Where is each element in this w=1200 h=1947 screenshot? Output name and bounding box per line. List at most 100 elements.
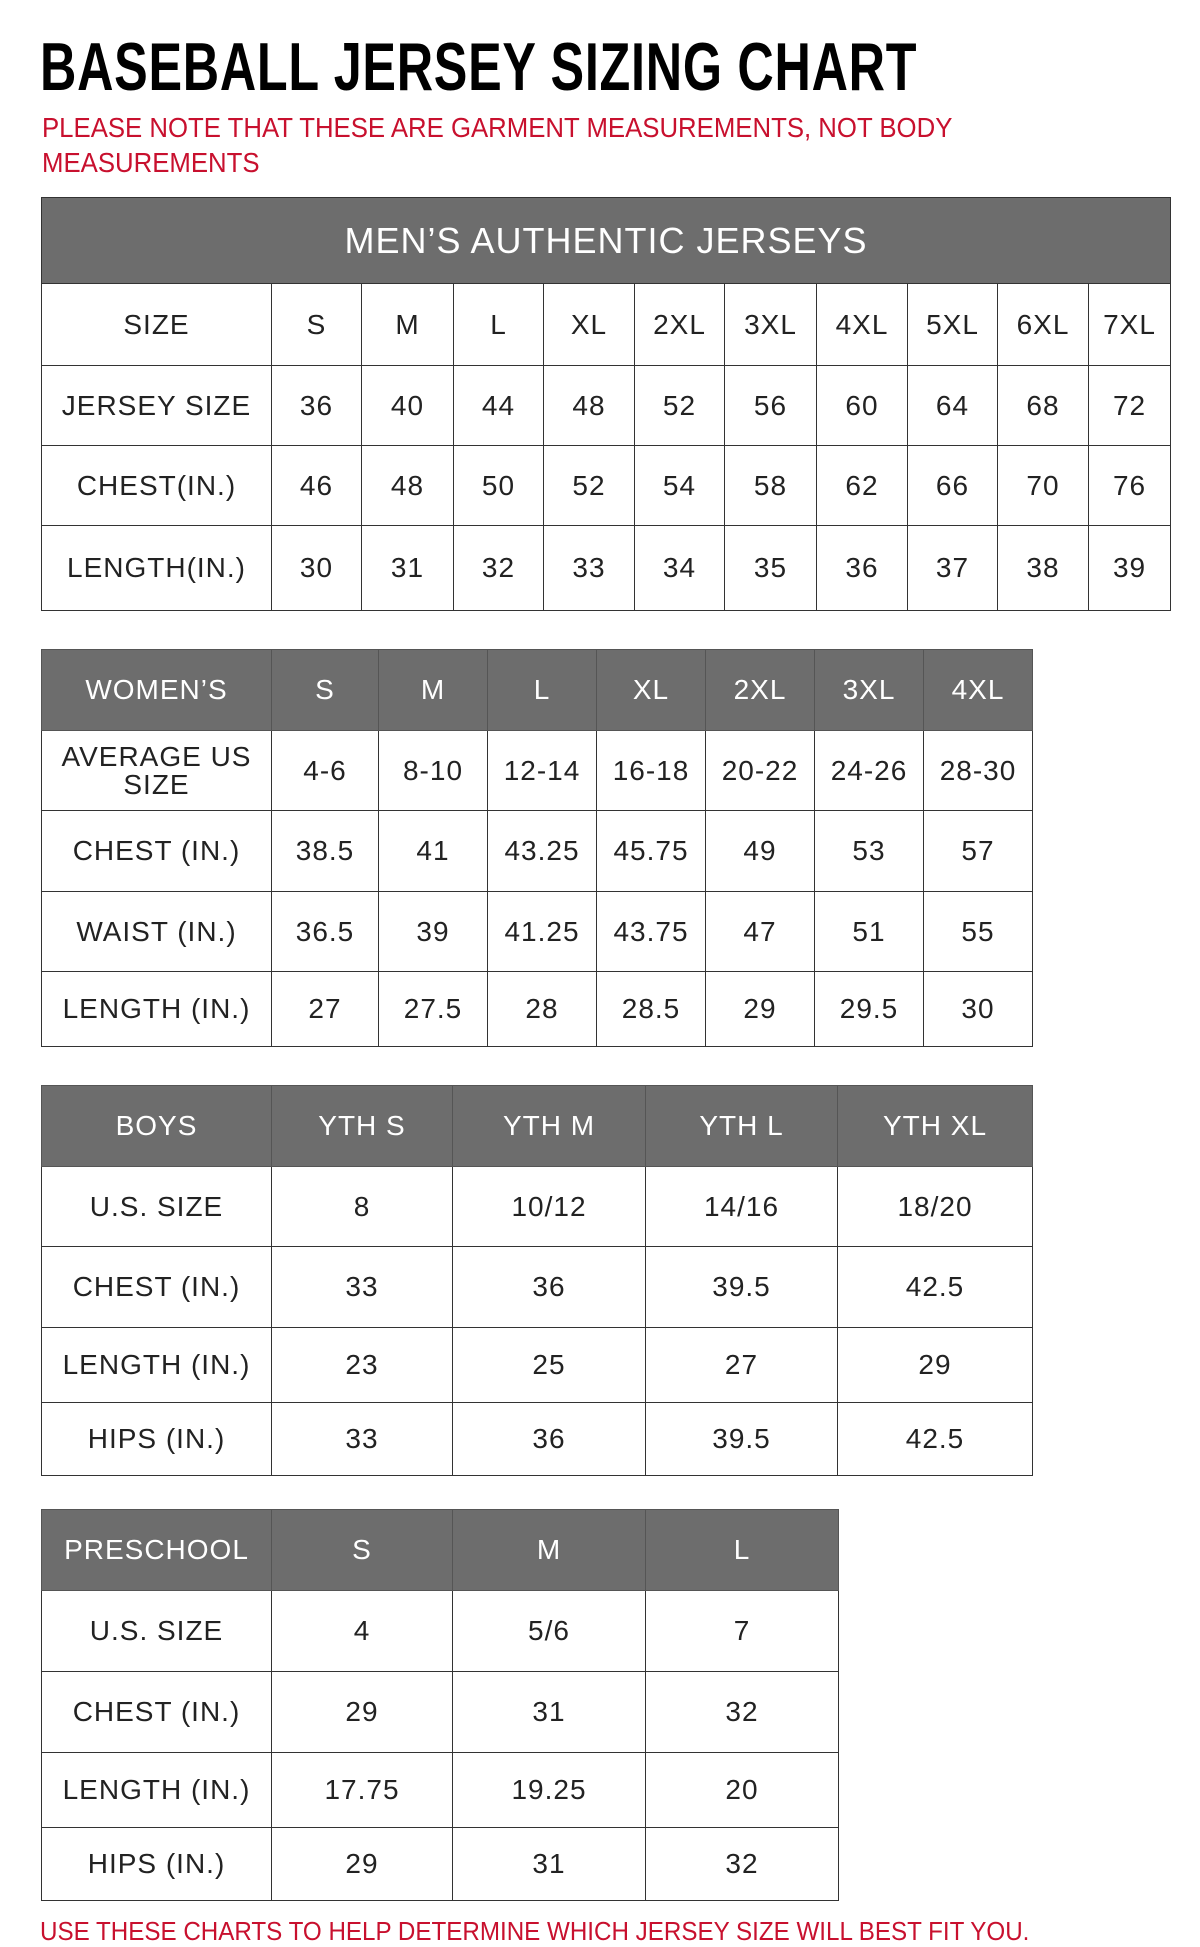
table-cell: 30 <box>271 525 362 611</box>
table-cell: 54 <box>634 445 725 526</box>
row-label: CHEST (IN.) <box>41 810 272 892</box>
table-cell: 52 <box>634 365 725 446</box>
womens-size-table: WOMEN’S S M L XL 2XL 3XL 4XL AVERAGE US SIZE 4-6 8… <box>41 649 1033 1047</box>
table-cell: 27 <box>271 971 379 1047</box>
table-row: CHEST (IN.) 33 36 39.5 42.5 <box>41 1246 1033 1328</box>
table-cell: 25 <box>452 1327 646 1403</box>
table-cell: 64 <box>907 365 998 446</box>
row-label: HIPS (IN.) <box>41 1402 272 1476</box>
size-header-cell: 2XL <box>634 283 725 366</box>
table-cell: 28.5 <box>596 971 706 1047</box>
table-cell: 40 <box>361 365 454 446</box>
row-label: LENGTH (IN.) <box>41 1752 272 1828</box>
size-header-cell: 7XL <box>1087 283 1172 366</box>
table-cell: 36 <box>271 365 362 446</box>
size-header-cell: L <box>645 1509 839 1591</box>
table-cell: 12-14 <box>487 730 597 811</box>
size-header-cell: S <box>271 649 379 731</box>
row-label: U.S. SIZE <box>41 1166 272 1247</box>
row-label: CHEST (IN.) <box>41 1671 272 1753</box>
table-cell: 55 <box>923 891 1033 972</box>
row-label: U.S. SIZE <box>41 1590 272 1672</box>
table-cell: 39.5 <box>645 1246 838 1328</box>
row-label: CHEST (IN.) <box>41 1246 272 1328</box>
table-row: LENGTH (IN.) 17.75 19.25 20 <box>41 1752 839 1828</box>
table-cell: 30 <box>923 971 1033 1047</box>
table-cell: 8-10 <box>378 730 488 811</box>
size-header-cell: M <box>452 1509 646 1591</box>
table-cell: 29 <box>271 1827 453 1901</box>
table-cell: 35 <box>724 525 817 611</box>
garment-note: PLEASE NOTE THAT THESE ARE GARMENT MEASU… <box>42 112 952 178</box>
table-cell: 66 <box>907 445 998 526</box>
table-cell: 34 <box>634 525 725 611</box>
table-cell: 36 <box>816 525 908 611</box>
table-cell: 27 <box>645 1327 838 1403</box>
table-cell: 31 <box>361 525 454 611</box>
table-cell: 76 <box>1087 445 1172 526</box>
table-cell: 43.75 <box>596 891 706 972</box>
table-row: CHEST (IN.) 29 31 32 <box>41 1671 839 1753</box>
table-row: LENGTH(IN.) 30 31 32 33 34 35 36 37 38 39 <box>41 525 1172 611</box>
table-cell: 48 <box>543 365 635 446</box>
row-label: WOMEN’S <box>41 649 272 731</box>
table-row: JERSEY SIZE 36 40 44 48 52 56 60 64 68 72 <box>41 365 1172 446</box>
table-row: HIPS (IN.) 33 36 39.5 42.5 <box>41 1402 1033 1476</box>
table-cell: 38 <box>997 525 1089 611</box>
table-cell: 50 <box>453 445 544 526</box>
table-cell: 42.5 <box>837 1402 1033 1476</box>
table-cell: 37 <box>907 525 998 611</box>
row-label: PRESCHOOL <box>41 1509 272 1591</box>
table-header-row: BOYS YTH S YTH M YTH L YTH XL <box>41 1085 1033 1167</box>
table-cell: 18/20 <box>837 1166 1033 1247</box>
table-cell: 8 <box>271 1166 453 1247</box>
table-cell: 28 <box>487 971 597 1047</box>
table-cell: 33 <box>271 1402 453 1476</box>
table-cell: 43.25 <box>487 810 597 892</box>
size-header-cell: M <box>361 283 454 366</box>
table-cell: 36 <box>452 1246 646 1328</box>
size-header-cell: 6XL <box>997 283 1089 366</box>
row-label: BOYS <box>41 1085 272 1167</box>
row-label: WAIST (IN.) <box>41 891 272 972</box>
table-cell: 47 <box>705 891 815 972</box>
table-cell: 58 <box>724 445 817 526</box>
size-header-cell: YTH S <box>271 1085 453 1167</box>
row-label: CHEST(IN.) <box>41 445 272 526</box>
size-header-cell: YTH M <box>452 1085 646 1167</box>
table-row: CHEST (IN.) 38.5 41 43.25 45.75 49 53 57 <box>41 810 1033 892</box>
table-cell: 32 <box>453 525 544 611</box>
table-cell: 32 <box>645 1671 839 1753</box>
table-cell: 24-26 <box>814 730 924 811</box>
table-cell: 68 <box>997 365 1089 446</box>
size-header-cell: XL <box>596 649 706 731</box>
table-cell: 57 <box>923 810 1033 892</box>
table-cell: 72 <box>1087 365 1172 446</box>
table-header-row: PRESCHOOL S M L <box>41 1509 839 1591</box>
table-row: U.S. SIZE 4 5/6 7 <box>41 1590 839 1672</box>
footer-note: USE THESE CHARTS TO HELP DETERMINE WHICH… <box>40 1916 1030 1946</box>
size-header-cell: YTH XL <box>837 1085 1033 1167</box>
row-label: JERSEY SIZE <box>41 365 272 446</box>
table-row: U.S. SIZE 8 10/12 14/16 18/20 <box>41 1166 1033 1247</box>
table-cell: 60 <box>816 365 908 446</box>
size-header-cell: 4XL <box>816 283 908 366</box>
table-cell: 4-6 <box>271 730 379 811</box>
table-cell: 48 <box>361 445 454 526</box>
table-row: LENGTH (IN.) 27 27.5 28 28.5 29 29.5 30 <box>41 971 1033 1047</box>
size-header-cell: S <box>271 283 362 366</box>
row-label: LENGTH(IN.) <box>41 525 272 611</box>
table-cell: 29 <box>271 1671 453 1753</box>
table-banner: MEN’S AUTHENTIC JERSEYS <box>40 197 1172 284</box>
size-header-cell: 3XL <box>724 283 817 366</box>
row-label: AVERAGE US SIZE <box>41 730 272 811</box>
table-cell: 20-22 <box>705 730 815 811</box>
table-cell: 38.5 <box>271 810 379 892</box>
row-label: HIPS (IN.) <box>41 1827 272 1901</box>
table-cell: 39 <box>378 891 488 972</box>
page-title: BASEBALL JERSEY SIZING CHART <box>40 29 918 105</box>
row-label: SIZE <box>41 283 272 366</box>
table-header-row: SIZE S M L XL 2XL 3XL 4XL 5XL 6XL 7XL <box>41 283 1172 366</box>
size-header-cell: YTH L <box>645 1085 838 1167</box>
table-row: HIPS (IN.) 29 31 32 <box>41 1827 839 1901</box>
